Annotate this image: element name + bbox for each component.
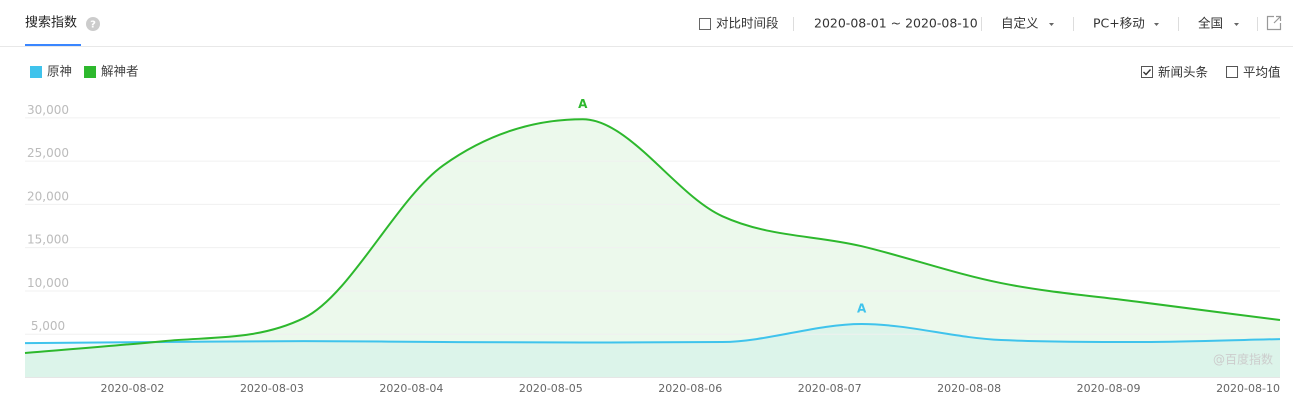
y-tick-label: 20,000 (27, 189, 69, 203)
legend-swatch[interactable] (30, 66, 42, 78)
x-tick-label: 2020-08-06 (658, 382, 722, 395)
x-tick-label: 2020-08-05 (519, 382, 583, 395)
help-icon[interactable] (86, 17, 100, 31)
date-range[interactable]: 2020-08-01 ~ 2020-08-10 (814, 16, 978, 31)
mode-select[interactable]: 自定义 (1001, 16, 1039, 31)
y-tick-label: 10,000 (27, 276, 69, 290)
annotation[interactable]: A (857, 302, 867, 316)
y-tick-label: 30,000 (27, 103, 69, 117)
tab-title[interactable]: 搜索指数 (25, 16, 77, 31)
help-icon-mark: ? (90, 20, 96, 31)
option-checkbox[interactable] (1226, 66, 1239, 78)
dropdown-arrow (1049, 23, 1054, 26)
compare-checkbox[interactable] (699, 18, 711, 30)
x-tick-label: 2020-08-04 (379, 382, 443, 395)
device-select[interactable]: PC+移动 (1093, 16, 1145, 31)
y-tick-label: 25,000 (27, 146, 69, 160)
x-tick-label: 2020-08-07 (798, 382, 862, 395)
annotation[interactable]: A (578, 97, 588, 111)
tab-underline (25, 44, 81, 46)
watermark: @百度指数 (1213, 352, 1273, 367)
x-tick-label: 2020-08-10 (1216, 382, 1280, 395)
series-line (24, 118, 1281, 355)
region-select[interactable]: 全国 (1198, 16, 1223, 31)
compare-label[interactable]: 对比时间段 (716, 16, 779, 31)
legend-swatch[interactable] (84, 66, 97, 78)
dropdown-arrow (1154, 23, 1159, 26)
x-tick-label: 2020-08-03 (240, 382, 304, 395)
checkmark (1143, 69, 1152, 76)
export-icon[interactable] (1266, 15, 1282, 31)
y-tick-label: 5,000 (31, 319, 65, 333)
legend-label[interactable]: 解神者 (101, 64, 139, 79)
x-tick-label: 2020-08-09 (1077, 382, 1141, 395)
option-checkbox[interactable] (1141, 66, 1153, 78)
option-label[interactable]: 平均值 (1243, 65, 1281, 80)
legend-label[interactable]: 原神 (47, 64, 72, 79)
x-tick-label: 2020-08-02 (101, 382, 165, 395)
x-tick-label: 2020-08-08 (937, 382, 1001, 395)
y-tick-label: 15,000 (27, 233, 69, 247)
dropdown-arrow (1234, 23, 1239, 26)
series-line (24, 323, 1281, 345)
option-label[interactable]: 新闻头条 (1158, 65, 1209, 80)
